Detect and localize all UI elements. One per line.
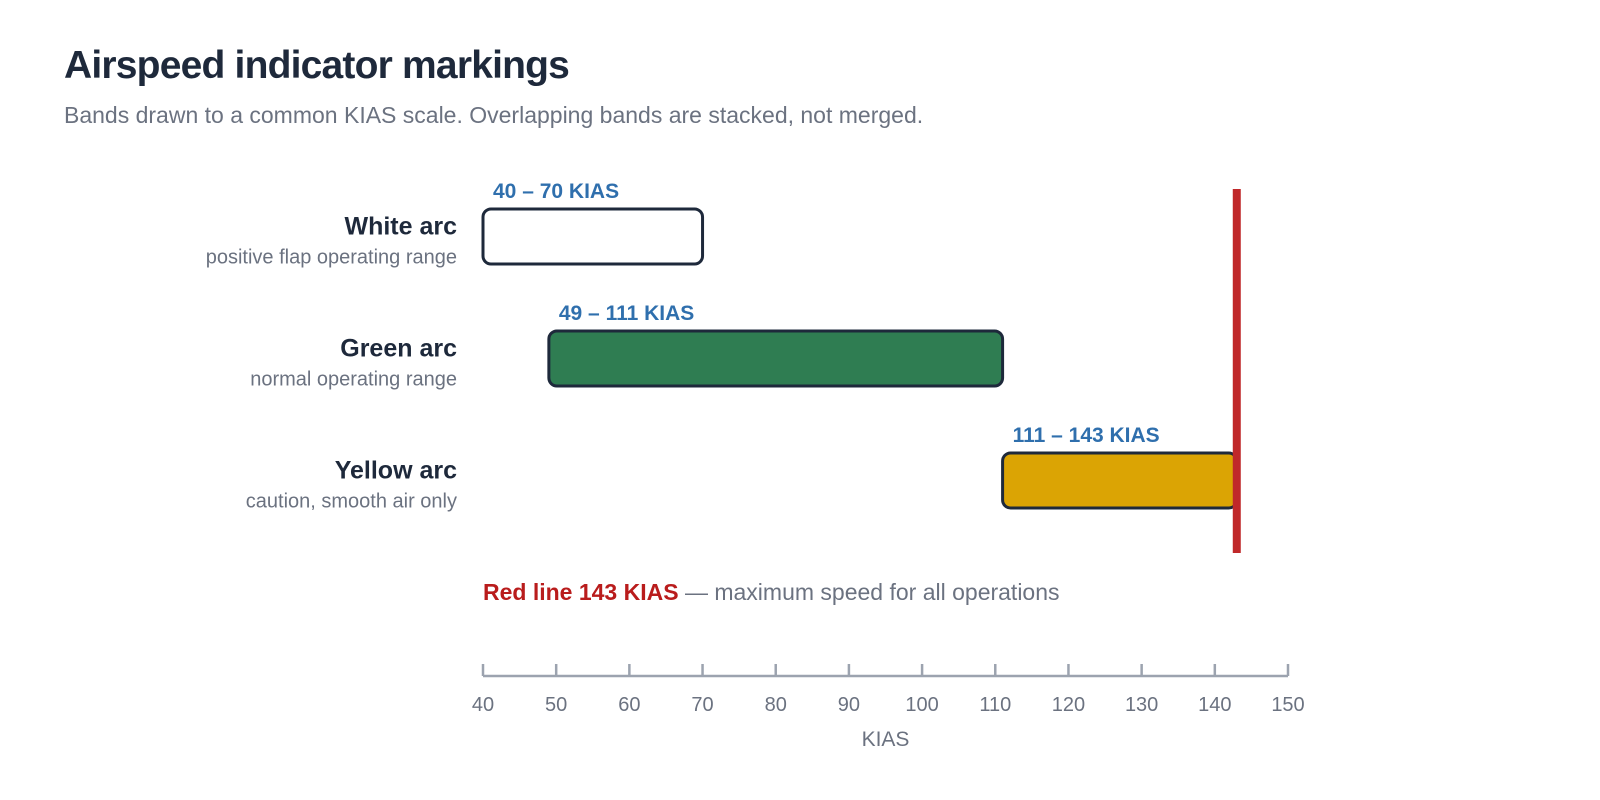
red-line-note: — maximum speed for all operations (679, 579, 1060, 605)
band-bar (547, 329, 1005, 388)
x-tick-label: 90 (838, 694, 860, 716)
bands-layer: White arc positive flap operating range 40… (206, 180, 1239, 513)
band-range-label: 49 – 111 KIAS (559, 302, 694, 325)
x-tick-label: 110 (979, 694, 1011, 716)
band-name: Green arc (340, 335, 457, 363)
band-white-arc: White arc positive flap operating range 40… (206, 180, 705, 269)
band-yellow-arc: Yellow arc caution, smooth air only 111 – … (246, 424, 1239, 513)
x-axis-title: KIAS (862, 728, 910, 751)
band-bar (1001, 451, 1239, 510)
x-tick-label: 140 (1198, 694, 1231, 716)
x-tick-label: 130 (1125, 694, 1158, 716)
x-tick-label: 150 (1271, 694, 1304, 716)
band-description: normal operating range (250, 369, 457, 391)
x-tick-label: 100 (905, 694, 938, 716)
red-line-label: Red line 143 KIAS (483, 579, 679, 605)
band-range-label: 111 – 143 KIAS (1013, 424, 1160, 447)
x-tick-label: 80 (765, 694, 787, 716)
x-axis: 40 50 60 70 80 90 100 110 120 130 140 150 KIAS (472, 664, 1305, 751)
band-name: Yellow arc (335, 457, 457, 485)
redline-layer: Red line 143 KIAS — maximum speed for al… (483, 189, 1241, 605)
x-tick-label: 70 (691, 694, 713, 716)
x-tick-label: 60 (618, 694, 640, 716)
band-bar (481, 207, 705, 266)
band-range-label: 40 – 70 KIAS (493, 180, 619, 203)
band-green-arc: Green arc normal operating range 49 – 111 … (250, 302, 1005, 391)
x-tick-label: 40 (472, 694, 494, 716)
band-name: White arc (344, 213, 457, 241)
band-description: positive flap operating range (206, 247, 457, 269)
x-tick-label: 50 (545, 694, 567, 716)
red-line-caption: Red line 143 KIAS — maximum speed for al… (483, 579, 1060, 605)
page-subtitle: Bands drawn to a common KIAS scale. Over… (64, 102, 924, 128)
x-tick-label: 120 (1052, 694, 1085, 716)
page-title: Airspeed indicator markings (64, 44, 570, 87)
band-description: caution, smooth air only (246, 491, 457, 513)
